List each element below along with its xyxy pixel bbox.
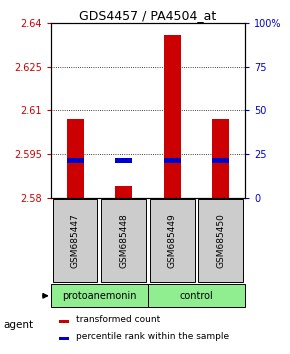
Text: percentile rank within the sample: percentile rank within the sample [76, 332, 229, 341]
FancyBboxPatch shape [51, 285, 148, 307]
Bar [66, 119, 84, 198]
Text: GSM685450: GSM685450 [216, 213, 225, 268]
Title: GDS4457 / PA4504_at: GDS4457 / PA4504_at [79, 9, 217, 22]
Bar [212, 159, 229, 163]
FancyBboxPatch shape [198, 199, 243, 282]
Bar [212, 119, 229, 198]
FancyBboxPatch shape [101, 199, 146, 282]
Bar [59, 320, 69, 323]
Text: transformed count: transformed count [76, 315, 160, 324]
Text: agent: agent [3, 320, 33, 330]
Text: GSM685449: GSM685449 [168, 213, 177, 268]
Bar [115, 186, 132, 198]
FancyBboxPatch shape [150, 199, 195, 282]
Text: GSM685447: GSM685447 [70, 213, 79, 268]
FancyBboxPatch shape [53, 199, 97, 282]
Text: GSM685448: GSM685448 [119, 213, 128, 268]
Text: protoanemonin: protoanemonin [62, 291, 137, 301]
Bar [115, 159, 132, 163]
Text: control: control [180, 291, 213, 301]
Bar [164, 159, 181, 163]
Bar [164, 35, 181, 198]
FancyBboxPatch shape [148, 285, 245, 307]
Bar [59, 337, 69, 340]
Bar [66, 159, 84, 163]
